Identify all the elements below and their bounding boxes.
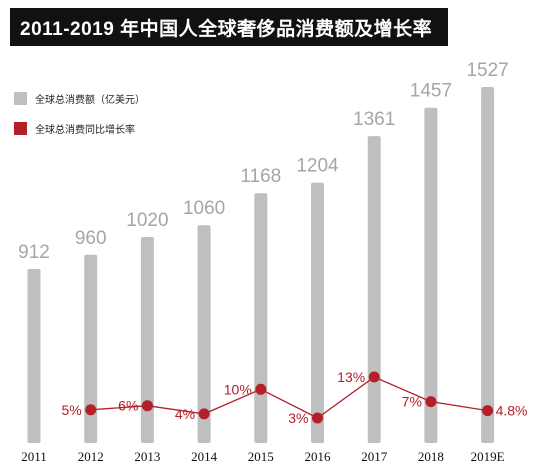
x-tick-label-2019E: 2019E bbox=[471, 449, 505, 464]
bar-2013 bbox=[140, 237, 154, 443]
growth-label-2014: 4% bbox=[175, 406, 195, 422]
bar-2014 bbox=[197, 225, 211, 443]
bar-value-label-2012: 960 bbox=[75, 228, 107, 249]
growth-label-2019E: 4.8% bbox=[496, 403, 528, 419]
bar-2016 bbox=[311, 182, 324, 444]
x-tick-label-2012: 2012 bbox=[78, 449, 104, 464]
growth-label-2018: 7% bbox=[402, 394, 422, 410]
growth-point-2017 bbox=[368, 371, 380, 383]
bar-value-label-2016: 1204 bbox=[296, 156, 339, 177]
bar-2015 bbox=[254, 193, 268, 443]
growth-point-2019E bbox=[482, 405, 494, 417]
bar-2019E bbox=[481, 87, 495, 443]
x-tick-label-2011: 2011 bbox=[21, 449, 47, 464]
growth-label-2015: 10% bbox=[224, 381, 252, 397]
legend-item-growth: 全球总消费同比增长率 bbox=[14, 118, 145, 138]
x-tick-label-2018: 2018 bbox=[418, 449, 444, 464]
bar-2012 bbox=[84, 254, 98, 443]
bar-2017 bbox=[367, 136, 381, 444]
bar-value-label-2019E: 1527 bbox=[466, 60, 508, 81]
x-tick-label-2016: 2016 bbox=[305, 449, 332, 464]
growth-point-2018 bbox=[425, 396, 437, 408]
bar-value-label-2014: 1060 bbox=[183, 198, 225, 219]
growth-point-2014 bbox=[198, 408, 210, 420]
chart-title: 2011-2019 年中国人全球奢侈品消费额及增长率 bbox=[20, 18, 433, 40]
x-tick-label-2014: 2014 bbox=[191, 449, 218, 464]
bar-value-label-2013: 1020 bbox=[126, 210, 168, 231]
legend-swatch-bar bbox=[14, 91, 27, 105]
bar-value-label-2017: 1361 bbox=[353, 109, 395, 130]
bar-value-label-2015: 1168 bbox=[240, 166, 281, 187]
growth-label-2013: 6% bbox=[118, 398, 138, 414]
bar-value-label-2011: 912 bbox=[18, 242, 50, 263]
legend: 全球总消费额（亿美元） 全球总消费同比增长率 bbox=[14, 88, 145, 148]
growth-point-2015 bbox=[255, 383, 267, 395]
growth-label-2016: 3% bbox=[288, 410, 308, 426]
x-tick-label-2013: 2013 bbox=[134, 449, 160, 464]
legend-label-growth: 全球总消费同比增长率 bbox=[35, 124, 135, 136]
growth-point-2012 bbox=[85, 404, 97, 416]
growth-rate-line bbox=[90, 376, 488, 419]
growth-point-2013 bbox=[141, 400, 153, 412]
growth-label-2017: 13% bbox=[337, 369, 365, 385]
bar-value-label-2018: 1457 bbox=[410, 81, 452, 102]
legend-label-consumption: 全球总消费额（亿美元） bbox=[35, 94, 145, 106]
bar-2018 bbox=[424, 107, 438, 443]
growth-point-2016 bbox=[312, 412, 323, 424]
legend-item-consumption: 全球总消费额（亿美元） bbox=[14, 88, 145, 108]
bar-2011 bbox=[27, 269, 41, 443]
growth-label-2012: 5% bbox=[61, 402, 81, 418]
title-bar: 2011-2019 年中国人全球奢侈品消费额及增长率 bbox=[10, 8, 448, 46]
legend-swatch-line bbox=[14, 121, 27, 135]
x-tick-label-2015: 2015 bbox=[248, 449, 274, 464]
x-tick-label-2017: 2017 bbox=[361, 449, 388, 464]
